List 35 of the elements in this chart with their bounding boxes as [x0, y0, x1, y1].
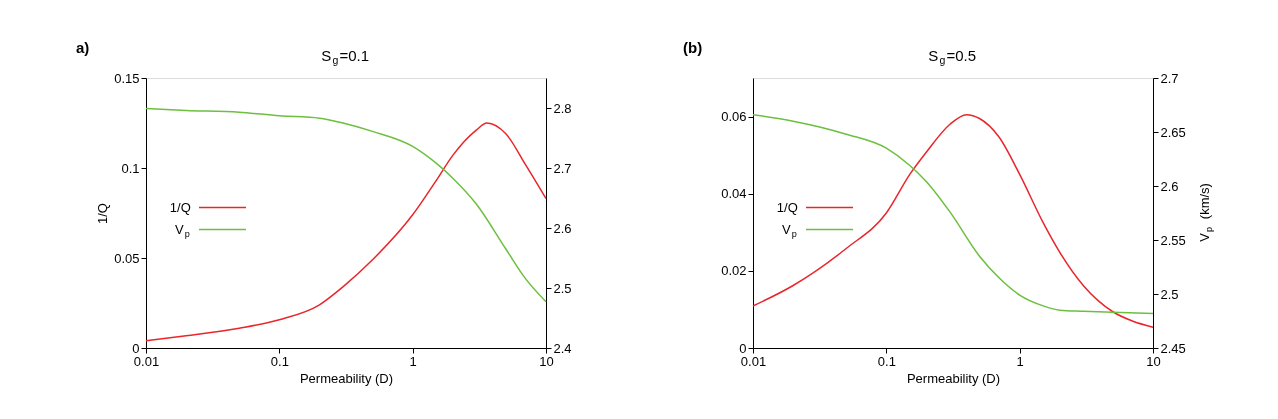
y-axis-title: 1/Q	[95, 203, 111, 224]
y2-tick-label: 2.5	[1160, 286, 1179, 302]
x-tick-label: 0.01	[133, 353, 160, 369]
y2-tick-label: 2.5	[553, 280, 572, 296]
text: (b)	[683, 39, 703, 56]
y-tick-label: 0.05	[114, 250, 140, 266]
y2-tick-label: 2.6	[553, 220, 572, 236]
x-tick-label: 0.1	[270, 353, 289, 369]
y-tick-label: 0.04	[721, 186, 747, 202]
legend-label: 1/Q	[776, 199, 798, 215]
y2-tick-label: 2.7	[1160, 70, 1179, 86]
x-tick-label: 1	[409, 353, 417, 369]
x-tick-label: 1	[1016, 353, 1024, 369]
y2-tick-label: 2.4	[553, 340, 572, 356]
y2-tick-label: 2.8	[553, 100, 572, 116]
y2-tick-label: 2.65	[1160, 124, 1186, 140]
y2-axis-title: Vp (km/s)	[1197, 183, 1214, 242]
y2-tick-label: 2.7	[553, 160, 572, 176]
x-tick-label: 0.1	[877, 353, 896, 369]
x-axis-title: Permeability (D)	[906, 370, 1001, 386]
x-tick-label: 10	[1146, 353, 1161, 369]
y-tick-label: 0	[132, 340, 140, 356]
y-tick-label: 0	[739, 340, 747, 356]
y-tick-label: 0.02	[721, 263, 747, 279]
y2-tick-label: 2.6	[1160, 178, 1179, 194]
y-tick-label: 0.1	[121, 160, 140, 176]
y2-tick-label: 2.45	[1160, 340, 1186, 356]
y-tick-label: 0.15	[114, 70, 140, 86]
x-tick-label: 0.01	[740, 353, 767, 369]
y-tick-label: 0.06	[721, 109, 747, 125]
x-tick-label: 10	[539, 353, 554, 369]
x-axis-title: Permeability (D)	[299, 370, 394, 386]
text: a)	[76, 39, 90, 56]
y2-tick-label: 2.55	[1160, 232, 1186, 248]
legend-label: 1/Q	[169, 199, 191, 215]
